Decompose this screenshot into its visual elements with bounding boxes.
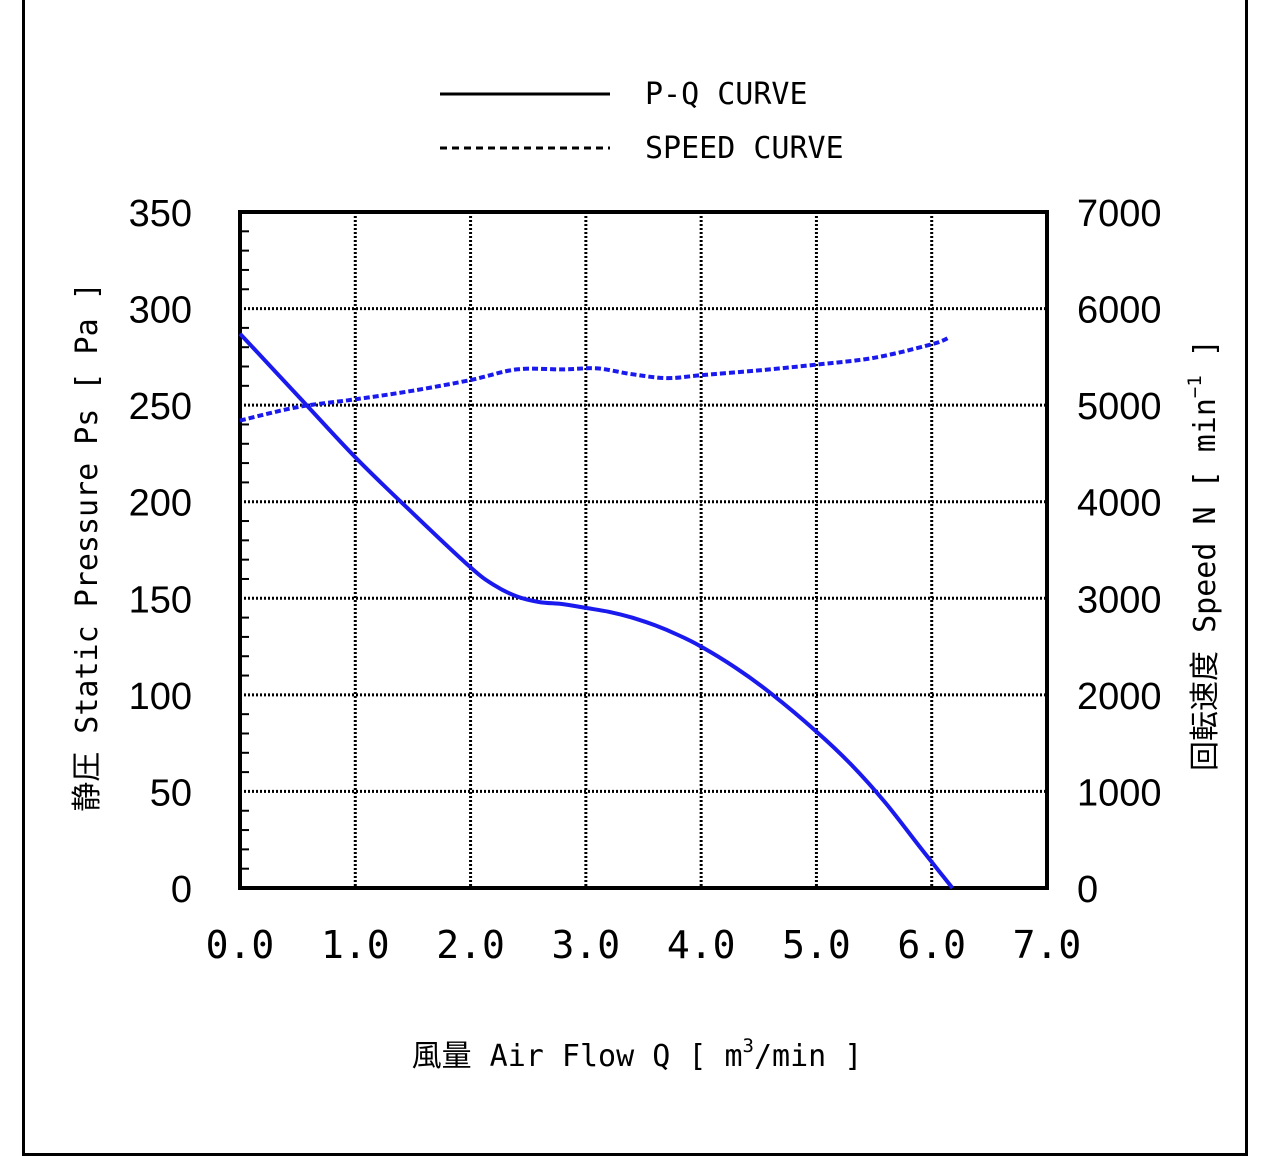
x-tick-label: 5.0 bbox=[782, 923, 851, 967]
pq-curve-line bbox=[238, 332, 955, 890]
y2-axis-label-superscript: −1 bbox=[1184, 375, 1206, 398]
y-tick-labels: 0 50 100 150 200 250 300 350 bbox=[129, 193, 192, 911]
x-tick-label: 2.0 bbox=[436, 923, 505, 967]
y2-axis-label: 回転速度 Speed N [ min−1 ] bbox=[1184, 339, 1223, 771]
x-tick-label: 6.0 bbox=[897, 923, 966, 967]
y2-tick-label: 1000 bbox=[1077, 772, 1162, 814]
y2-tick-label: 6000 bbox=[1077, 290, 1162, 332]
y-tick-label: 100 bbox=[129, 676, 192, 718]
grid-lines bbox=[240, 212, 1047, 888]
x-tick-label: 0.0 bbox=[206, 923, 275, 967]
x-tick-label: 4.0 bbox=[667, 923, 736, 967]
y2-tick-label: 5000 bbox=[1077, 386, 1162, 428]
y-axis-label: 静圧 Static Pressure Ps [ Pa ] bbox=[70, 282, 105, 812]
x-axis-label: 風量 Air Flow Q [ m3/min ] bbox=[412, 1035, 863, 1074]
y-tick-label: 250 bbox=[129, 386, 192, 428]
y-tick-label: 300 bbox=[129, 290, 192, 332]
x-tick-label: 1.0 bbox=[321, 923, 390, 967]
x-axis-label-superscript: 3 bbox=[743, 1035, 754, 1057]
y2-tick-labels: 0 1000 2000 3000 4000 5000 6000 7000 bbox=[1077, 193, 1162, 911]
y2-tick-label: 0 bbox=[1077, 869, 1098, 911]
y2-tick-label: 2000 bbox=[1077, 676, 1162, 718]
legend-speed-label: SPEED CURVE bbox=[645, 131, 844, 166]
x-tick-label: 7.0 bbox=[1013, 923, 1082, 967]
legend-pq-label: P-Q CURVE bbox=[645, 77, 808, 112]
y-tick-label: 350 bbox=[129, 193, 192, 235]
y2-tick-label: 4000 bbox=[1077, 483, 1162, 525]
y-tick-label: 50 bbox=[150, 772, 192, 814]
y-tick-label: 200 bbox=[129, 483, 192, 525]
x-tick-label: 3.0 bbox=[552, 923, 621, 967]
series-layer bbox=[238, 332, 955, 890]
y2-tick-label: 3000 bbox=[1077, 579, 1162, 621]
speed-curve-line bbox=[239, 335, 950, 423]
legend: P-Q CURVE SPEED CURVE bbox=[440, 77, 844, 166]
y-tick-label: 150 bbox=[129, 579, 192, 621]
y2-tick-label: 7000 bbox=[1077, 193, 1162, 235]
plot-area-border bbox=[238, 210, 1049, 890]
x-tick-labels: 0.0 1.0 2.0 3.0 4.0 5.0 6.0 7.0 bbox=[206, 923, 1082, 967]
y-tick-label: 0 bbox=[171, 869, 192, 911]
